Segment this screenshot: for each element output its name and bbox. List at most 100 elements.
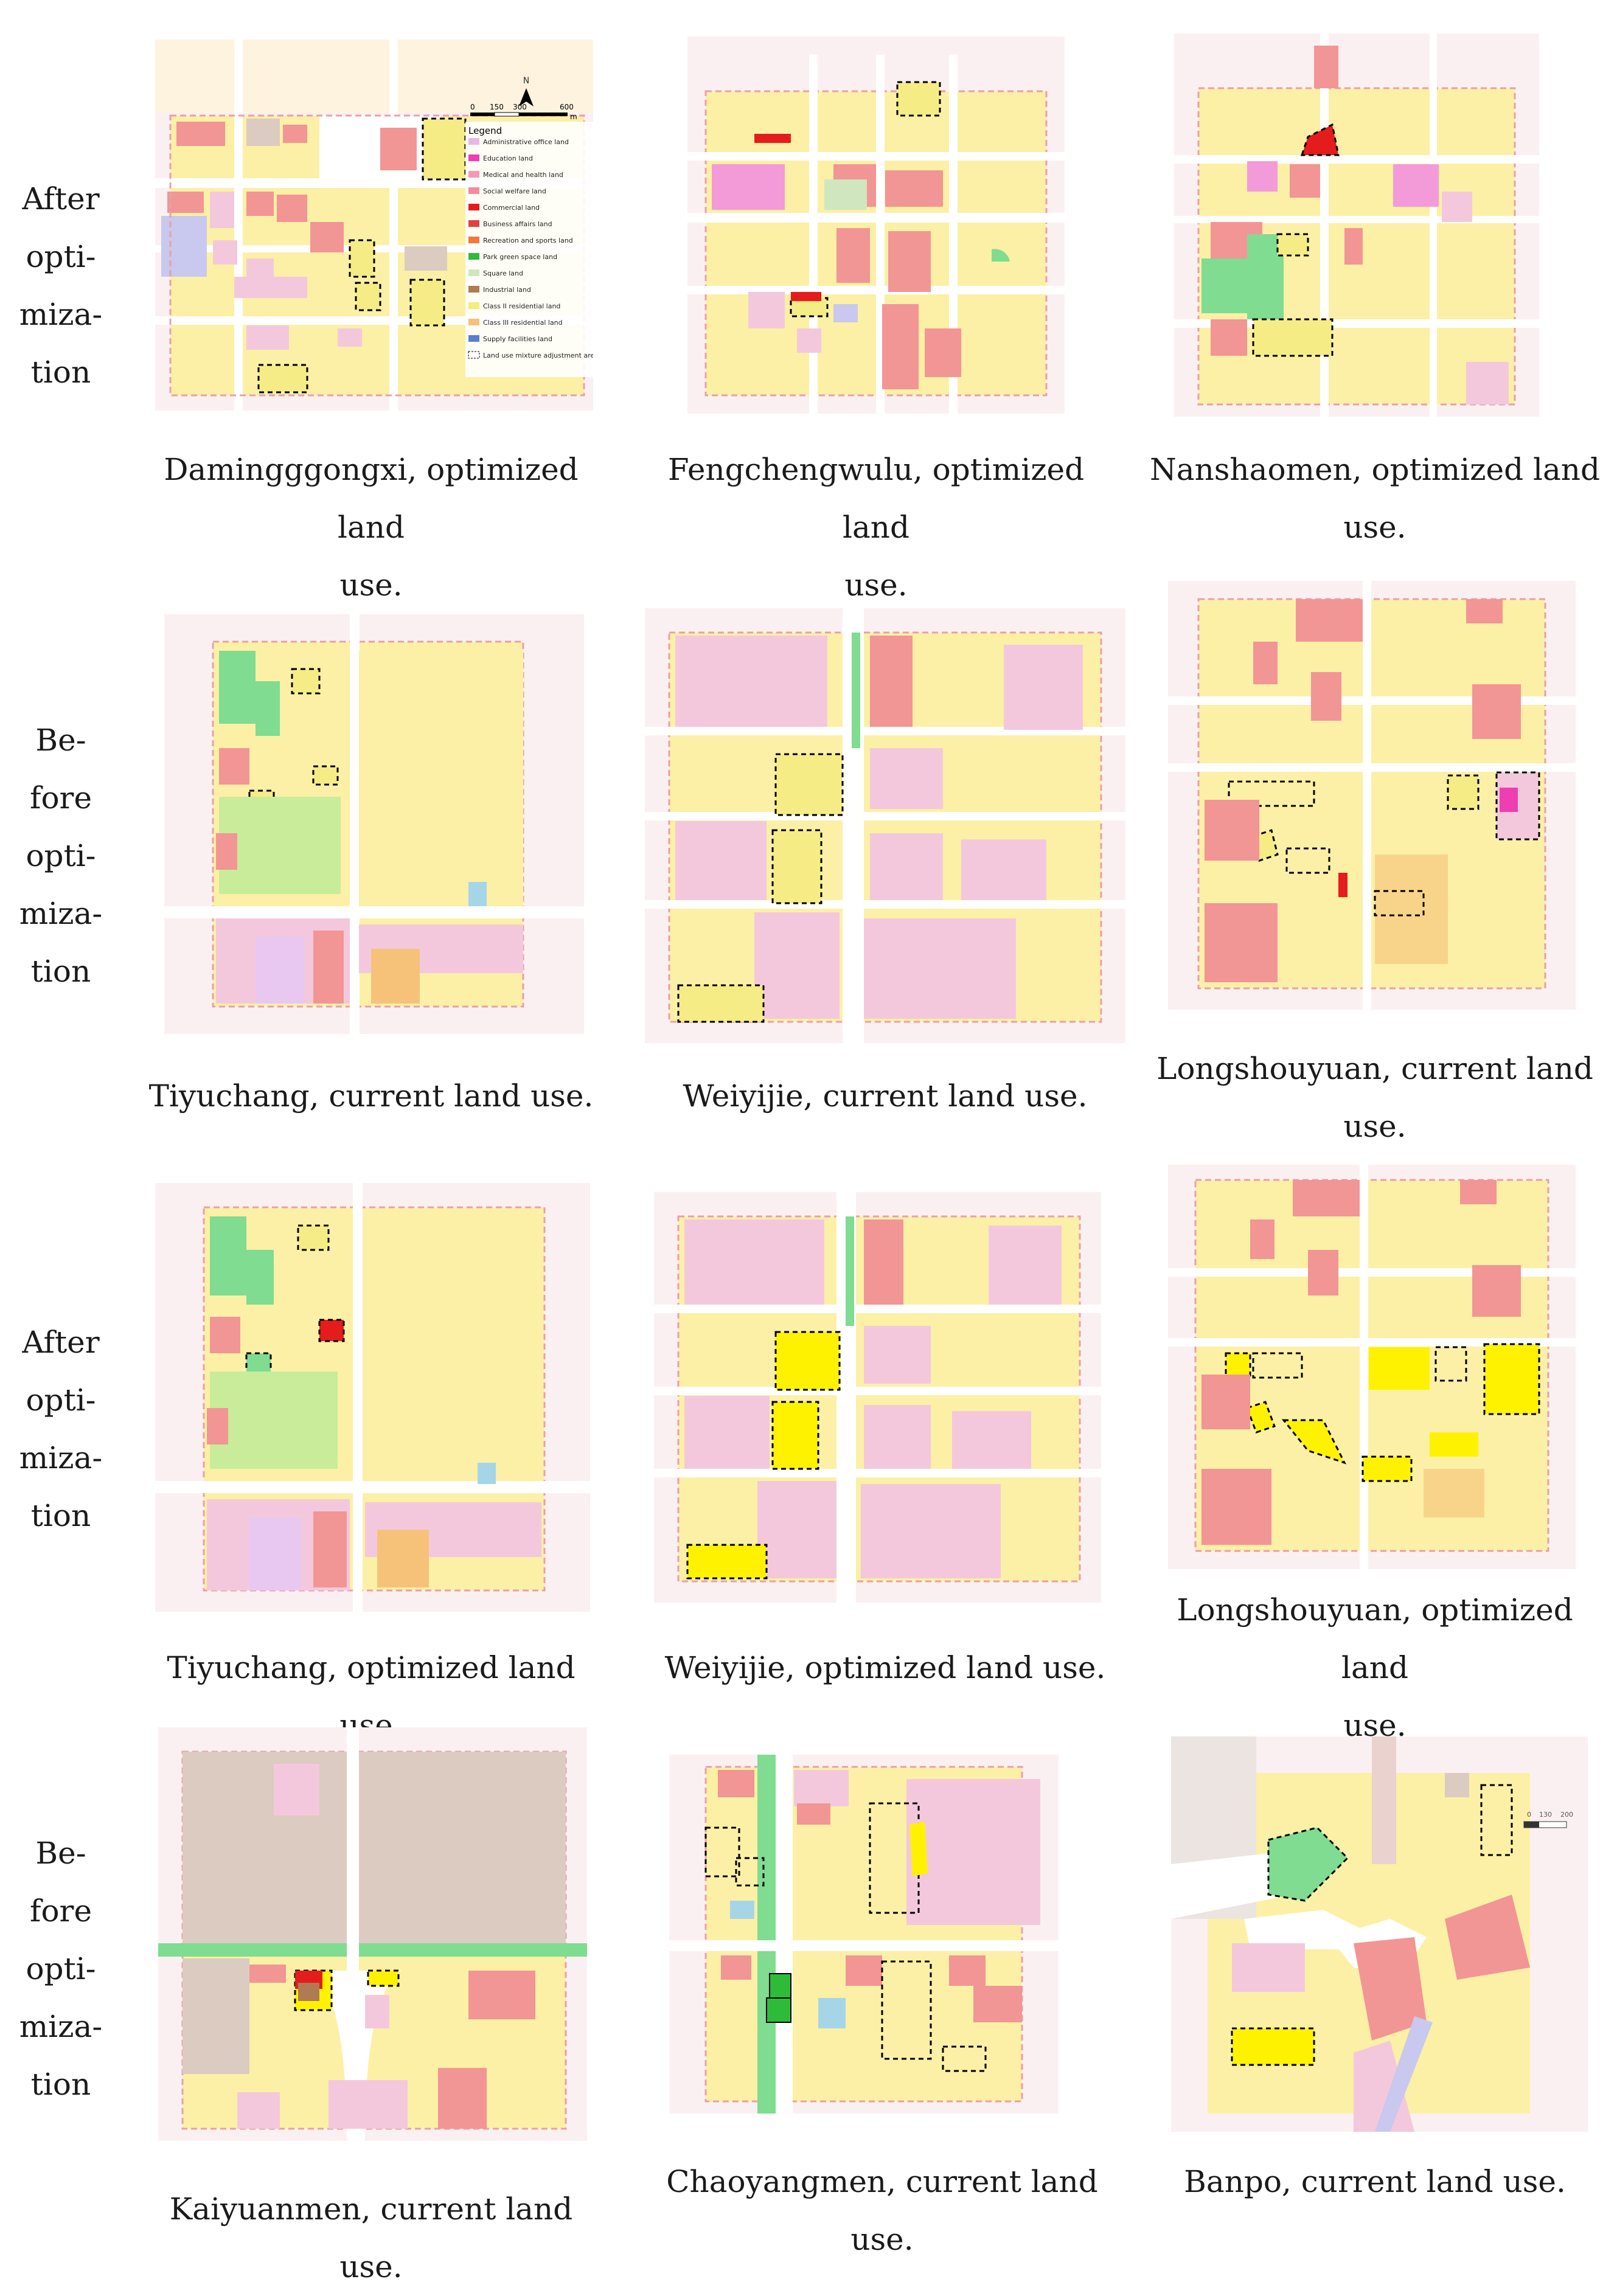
map-banpo-current: 0 130 200 [1171, 1736, 1588, 2132]
north-arrow-icon [519, 88, 534, 106]
row-label-line: tion [30, 355, 91, 390]
row-label-line: After [22, 181, 100, 217]
legend-swatch [468, 204, 479, 210]
legend-label: Recreation and sports land [483, 237, 573, 245]
legend-swatch [468, 138, 479, 145]
scale-unit: m [570, 113, 577, 121]
legend-swatch [468, 269, 479, 276]
row-label-3: After opti- miza- tion [0, 1314, 122, 1545]
legend-label: Land use mixture adjustment area [483, 352, 593, 359]
caption-line: Fengchengwulu, optimized land [667, 452, 1085, 545]
legend-box [465, 122, 593, 377]
caption-line: use. [1343, 1109, 1407, 1144]
legend-swatch [468, 220, 479, 227]
row-label-line: miza- [19, 896, 103, 931]
row-label-line: After [22, 1325, 100, 1360]
caption-line: use. [1343, 510, 1407, 545]
legend-swatch [468, 302, 479, 309]
map-fengchengwulu-optimized [687, 36, 1065, 414]
legend-label: Class III residential land [483, 319, 563, 327]
scale-tick: 150 [490, 103, 504, 111]
scale-tick: 130 [1539, 1811, 1552, 1819]
row-label-line: opti- [26, 1951, 96, 1986]
row-label-line: tion [30, 2067, 91, 2102]
row-label-line: miza- [19, 297, 103, 332]
row-label-line: Be- [35, 723, 86, 758]
legend-label: Supply facilities land [483, 335, 552, 343]
map-weiyijie-current [645, 608, 1125, 1043]
map-tiyuchang-optimized [155, 1183, 590, 1612]
scale-tick: 0 [1527, 1811, 1531, 1819]
legend-label: Class II residential land [483, 302, 560, 310]
legend-swatch [468, 351, 480, 359]
legend-swatch [468, 319, 479, 325]
caption-line: Weiyijie, optimized land use. [664, 1650, 1106, 1685]
row-label-line: opti- [26, 239, 96, 274]
caption-line: Nanshaomen, optimized land [1150, 452, 1600, 487]
scale-bar-segment [470, 113, 495, 116]
caption-weiyijie-current: Weiyijie, current land use. [645, 1067, 1125, 1125]
caption-line: Tiyuchang, current land use. [148, 1078, 594, 1114]
row-label-line: opti- [26, 838, 96, 873]
legend-swatch [468, 335, 479, 342]
row-label-line: miza- [19, 1440, 103, 1476]
caption-line: use. [339, 567, 403, 603]
caption-line: Damingggongxi, optimized land [164, 452, 579, 545]
caption-line: Kaiyuanmen, current land use. [169, 2191, 573, 2284]
row-label-2: Be- fore opti- miza- tion [0, 712, 122, 1001]
legend-swatch [468, 253, 479, 260]
caption-longshouyuan-optimized: Longshouyuan, optimized land use. [1144, 1581, 1606, 1755]
caption-line: use. [844, 567, 908, 603]
legend-label: Business affairs land [483, 220, 552, 228]
caption-weiyijie-optimized: Weiyijie, optimized land use. [645, 1639, 1125, 1697]
scale-tick: 300 [513, 103, 527, 111]
legend-label: Industrial land [483, 286, 531, 294]
caption-daminggongxi: Damingggongxi, optimized land use. [140, 441, 602, 614]
legend-label: Education land [483, 154, 533, 162]
map-kaiyuanmen-current [158, 1727, 587, 2141]
caption-line: Chaoyangmen, current land use. [666, 2164, 1098, 2257]
caption-longshouyuan-current: Longshouyuan, current land use. [1144, 1040, 1606, 1156]
caption-kaiyuanmen-current: Kaiyuanmen, current land use. [140, 2180, 602, 2296]
legend-label: Administrative office land [483, 138, 569, 146]
map-daminggongxi-optimized: N 0 150 300 600 m Legend Administrative … [155, 40, 593, 411]
row-label-line: Be- [35, 1836, 86, 1871]
row-label-1: After opti- miza- tion [0, 170, 122, 401]
legend-swatch [468, 171, 479, 178]
legend-title: Legend [468, 125, 502, 136]
caption-chaoyangmen-current: Chaoyangmen, current land use. [633, 2153, 1132, 2269]
legend-label: Commercial land [483, 204, 540, 212]
caption-banpo-current: Banpo, current land use. [1144, 2153, 1606, 2211]
map-longshouyuan-current [1168, 581, 1576, 1010]
legend: Administrative office land Education land… [468, 138, 593, 359]
caption-tiyuchang-current: Tiyuchang, current land use. [140, 1067, 602, 1125]
north-label: N [523, 76, 529, 86]
legend-label: Park green space land [483, 253, 557, 261]
map-longshouyuan-optimized [1168, 1165, 1576, 1569]
scale-bar-segment [519, 113, 568, 116]
map-chaoyangmen-current [669, 1755, 1059, 2114]
legend-swatch [468, 187, 479, 194]
map-weiyijie-optimized [654, 1192, 1101, 1603]
legend-label: Medical and health land [483, 171, 563, 179]
legend-label: Square land [483, 269, 523, 277]
legend-swatch [468, 154, 479, 161]
row-label-line: miza- [19, 2009, 103, 2044]
caption-line: Longshouyuan, optimized land [1177, 1592, 1573, 1685]
legend-label: Social welfare land [483, 187, 546, 195]
row-label-line: fore [29, 1893, 92, 1929]
legend-swatch [468, 237, 479, 243]
caption-line: Banpo, current land use. [1184, 2164, 1566, 2199]
map-nanshaomen-optimized [1174, 33, 1539, 417]
row-label-4: Be- fore opti- miza- tion [0, 1825, 122, 2114]
caption-nanshaomen: Nanshaomen, optimized land use. [1144, 441, 1606, 557]
legend-swatch [468, 286, 479, 293]
row-label-line: fore [29, 780, 92, 816]
caption-fengchengwulu: Fengchengwulu, optimized land use. [639, 441, 1113, 614]
scale-bar-segment [494, 112, 520, 117]
row-label-line: tion [30, 954, 91, 989]
scale-tick: 0 [470, 103, 475, 111]
scale-tick: 600 [560, 103, 574, 111]
map-tiyuchang-current [164, 614, 584, 1034]
row-label-line: tion [30, 1498, 91, 1533]
